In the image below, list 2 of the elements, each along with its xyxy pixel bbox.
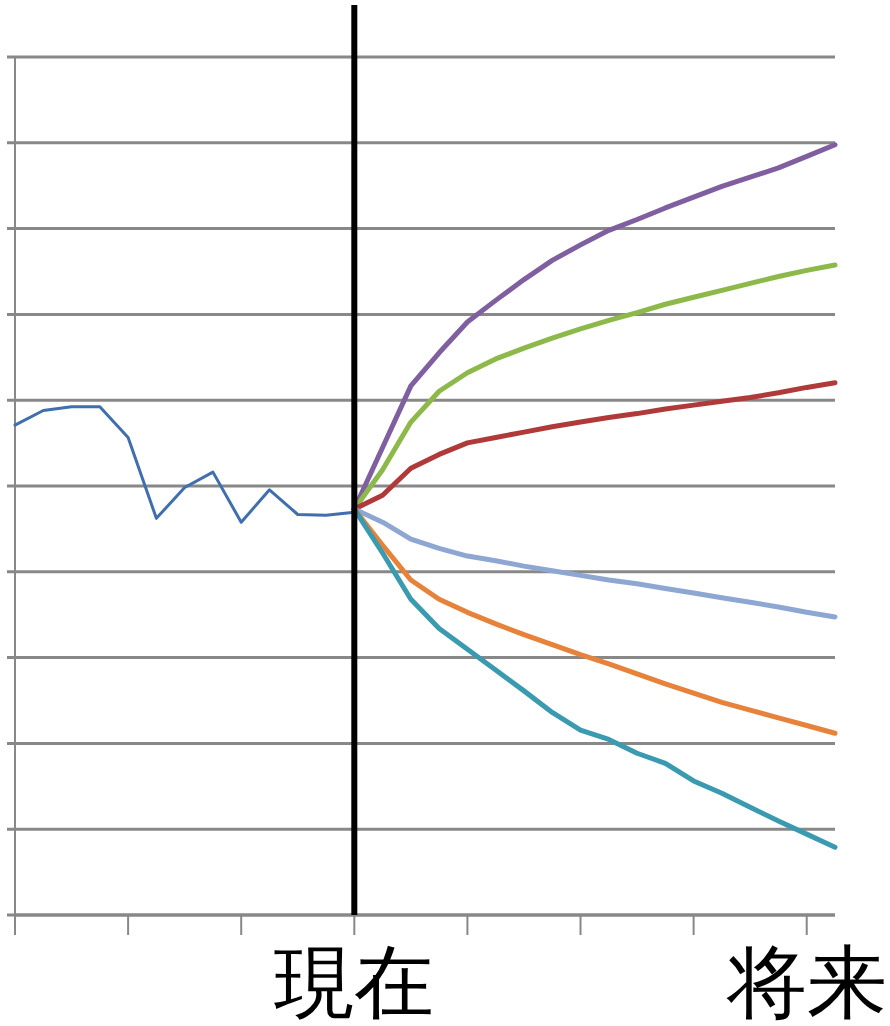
x-tick-label: 将来 xyxy=(725,936,887,1026)
x-tick-label: 現在 xyxy=(274,936,435,1026)
